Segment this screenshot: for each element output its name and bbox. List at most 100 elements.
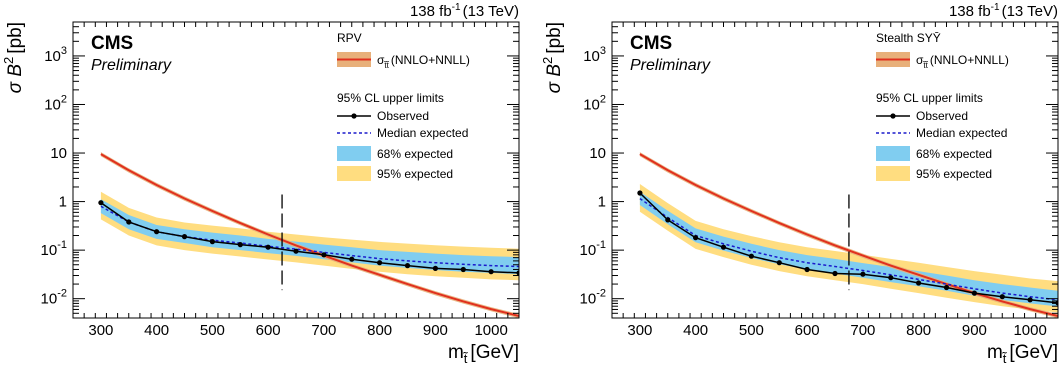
preliminary-label: Preliminary bbox=[630, 57, 711, 74]
x-tick-label: 400 bbox=[144, 322, 169, 339]
legend: RPV σt̃t̃ (NNLO+NNLL) 95% CL upper limits Ob… bbox=[337, 31, 470, 181]
legend-model: Stealth SYȲ bbox=[876, 31, 941, 45]
legend: Stealth SYȲ σt̃t̃ (NNLO+NNLL) 95% CL upper … bbox=[876, 31, 1009, 181]
observed-point bbox=[265, 244, 271, 250]
chart-panel-2: 300 400 500 600 700 800 900 1000 10-2 10-1 1 10 102 1… bbox=[540, 2, 1059, 366]
observed-point bbox=[637, 190, 643, 196]
legend-xsec-label: σt̃t̃ (NNLO+NNLL) bbox=[377, 53, 470, 70]
y-axis-title-unit: [pb] bbox=[5, 22, 26, 54]
y-axis-title-sup: 2 bbox=[1, 57, 16, 64]
observed-point bbox=[404, 263, 411, 269]
x-axis-title-main: m bbox=[448, 342, 464, 363]
x-axis-title-unit: [GeV] bbox=[1009, 342, 1058, 363]
x-tick-label: 1000 bbox=[474, 322, 507, 339]
y-tick-label: 10-2 bbox=[580, 288, 606, 308]
x-axis-title: mt̃ [GeV] bbox=[448, 342, 519, 366]
lumi-main: 138 fb bbox=[949, 3, 991, 20]
legend-68-swatch bbox=[337, 146, 371, 161]
observed-point bbox=[888, 275, 894, 281]
y-axis-title: σ B2 [pb] bbox=[1, 22, 26, 93]
observed-point bbox=[181, 234, 188, 240]
x-tick-label: 800 bbox=[367, 322, 392, 339]
x-axis-title: mt̃ [GeV] bbox=[987, 342, 1058, 366]
legend-observed-marker bbox=[890, 113, 896, 119]
y-tick-label: 1 bbox=[598, 194, 606, 211]
plot-area bbox=[98, 152, 519, 318]
legend-observed-label: Observed bbox=[916, 109, 968, 123]
preliminary-label: Preliminary bbox=[91, 57, 172, 74]
band-68-expected bbox=[639, 191, 1058, 307]
legend-95-swatch bbox=[337, 166, 371, 181]
lumi-energy: (13 TeV) bbox=[1002, 3, 1058, 20]
observed-point bbox=[516, 270, 519, 276]
legend-xsec-sym: σ bbox=[916, 53, 924, 67]
y-tick-label: 10-1 bbox=[41, 239, 67, 259]
y-tick-label: 103 bbox=[44, 45, 67, 65]
median-expected-line bbox=[100, 205, 519, 268]
lumi-energy: (13 TeV) bbox=[463, 3, 519, 20]
observed-line bbox=[100, 202, 519, 274]
x-axis-title-unit: [GeV] bbox=[470, 342, 519, 363]
theory-xsec-line bbox=[639, 153, 1058, 317]
x-axis-title-sub: t̃ bbox=[1001, 351, 1007, 366]
legend-xsec-note: (NNLO+NNLL) bbox=[930, 53, 1009, 67]
observed-point bbox=[293, 248, 299, 254]
y-tick-label: 102 bbox=[583, 93, 606, 113]
y-axis-title-unit: [pb] bbox=[544, 22, 565, 54]
lumi-main: 138 fb bbox=[410, 3, 452, 20]
legend-xsec-sym: σ bbox=[377, 53, 385, 67]
legend-xsec-note: (NNLO+NNLL) bbox=[391, 53, 470, 67]
observed-point bbox=[237, 242, 243, 248]
observed-point bbox=[98, 200, 104, 206]
lumi-sup: -1 bbox=[991, 2, 1000, 13]
x-tick-label: 300 bbox=[88, 322, 113, 339]
cms-label: CMS bbox=[91, 33, 133, 54]
legend-68-label: 68% expected bbox=[377, 147, 453, 161]
observed-point bbox=[321, 252, 327, 258]
observed-point bbox=[665, 217, 671, 223]
x-tick-label: 600 bbox=[795, 322, 820, 339]
observed-point bbox=[488, 269, 494, 275]
observed-point bbox=[154, 229, 160, 235]
band-68-expected bbox=[100, 199, 519, 275]
lumi-label: 138 fb-1 (13 TeV) bbox=[949, 2, 1058, 20]
y-tick-label: 102 bbox=[44, 93, 67, 113]
legend-median-label: Median expected bbox=[916, 126, 1007, 140]
observed-point bbox=[349, 256, 355, 262]
y-tick-label: 10-1 bbox=[580, 239, 606, 259]
x-tick-label: 700 bbox=[850, 322, 875, 339]
observed-point bbox=[1027, 297, 1033, 303]
observed-point bbox=[971, 290, 978, 296]
legend-95-label: 95% expected bbox=[916, 167, 992, 181]
lumi-sup: -1 bbox=[452, 2, 461, 13]
legend-model: RPV bbox=[337, 31, 362, 45]
observed-point bbox=[999, 294, 1005, 300]
lumi-label: 138 fb-1 (13 TeV) bbox=[410, 2, 519, 20]
y-axis-title-main: σ B bbox=[5, 64, 26, 94]
y-tick-label: 10 bbox=[589, 145, 606, 162]
observed-point bbox=[748, 253, 755, 259]
x-tick-label: 900 bbox=[423, 322, 448, 339]
legend-68-label: 68% expected bbox=[916, 147, 992, 161]
x-tick-label: 300 bbox=[627, 322, 652, 339]
x-tick-label: 700 bbox=[311, 322, 336, 339]
observed-point bbox=[832, 270, 838, 277]
observed-point bbox=[377, 260, 383, 266]
observed-point bbox=[860, 271, 866, 277]
legend-95-label: 95% expected bbox=[377, 167, 453, 181]
observed-point bbox=[693, 235, 699, 241]
x-axis-title-main: m bbox=[987, 342, 1003, 363]
legend-xsec-sub: t̃t̃ bbox=[922, 61, 928, 70]
y-tick-label: 1 bbox=[59, 194, 67, 211]
observed-point bbox=[460, 266, 466, 273]
observed-point bbox=[943, 284, 950, 291]
legend-xsec-label: σt̃t̃ (NNLO+NNLL) bbox=[916, 53, 1009, 70]
median-expected-line bbox=[639, 197, 1058, 301]
x-tick-label: 500 bbox=[739, 322, 764, 339]
observed-point bbox=[126, 219, 132, 225]
plot-area bbox=[637, 152, 1058, 318]
x-tick-label: 1000 bbox=[1013, 322, 1046, 339]
y-axis-title: σ B2 [pb] bbox=[540, 22, 565, 93]
legend-header: 95% CL upper limits bbox=[337, 91, 444, 105]
